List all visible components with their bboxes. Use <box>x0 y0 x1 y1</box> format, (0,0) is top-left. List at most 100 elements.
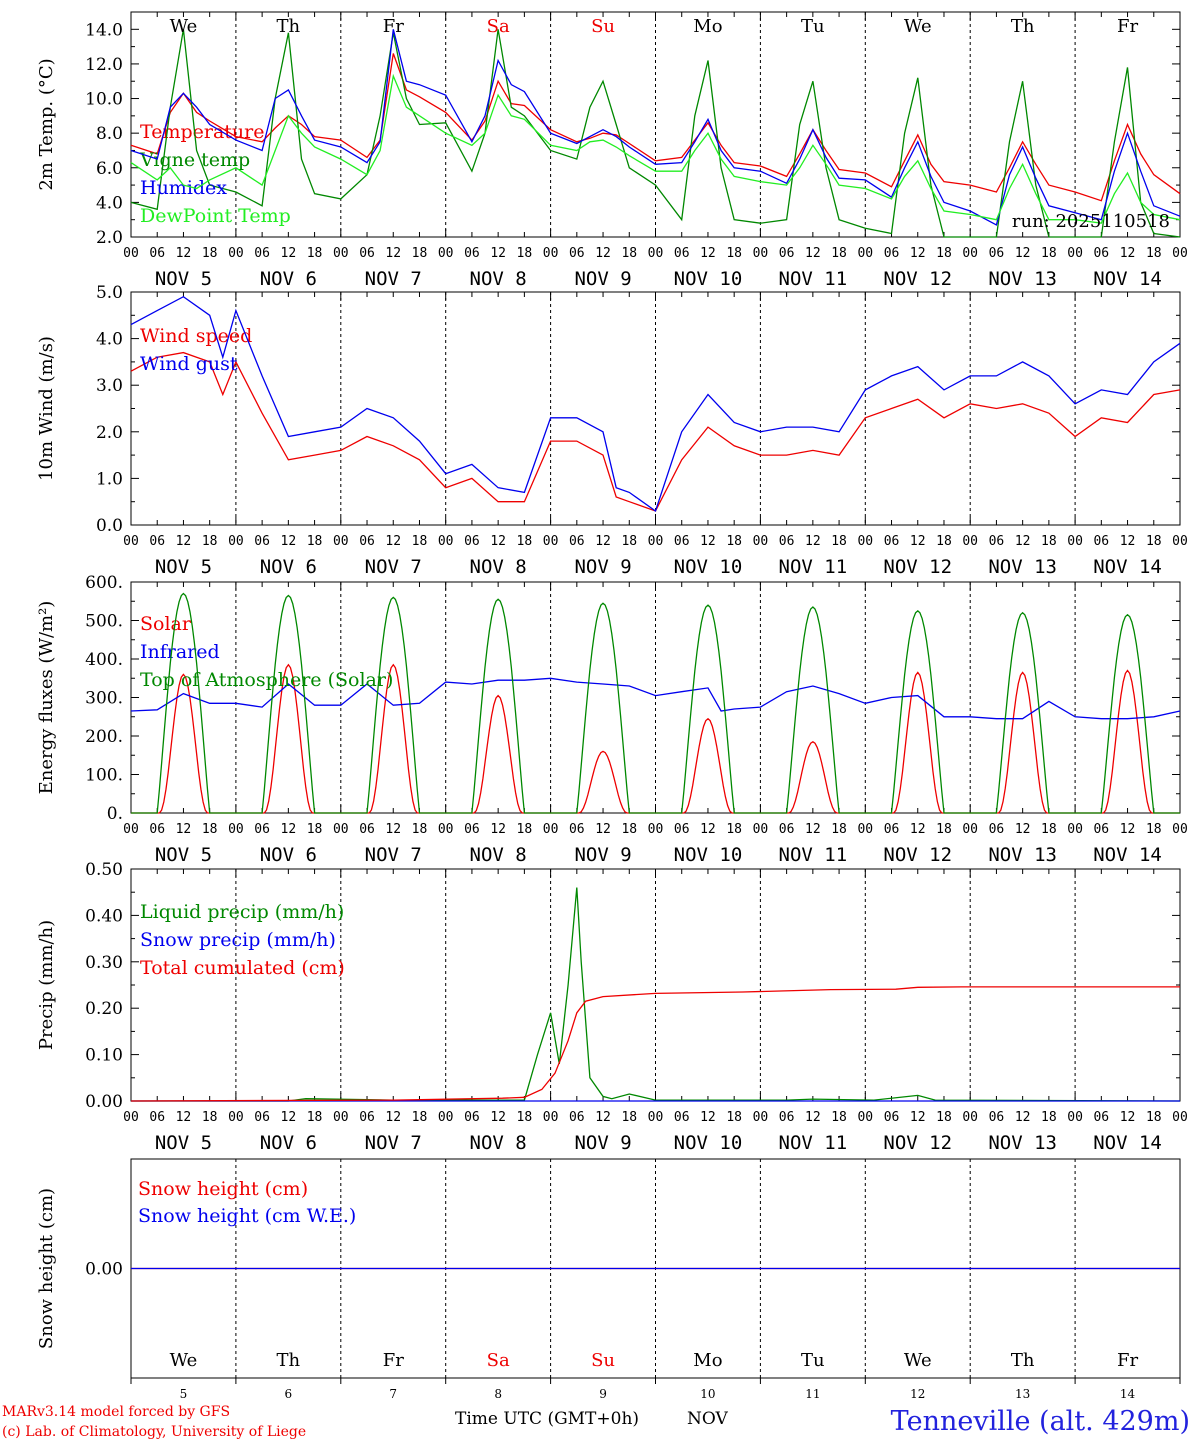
panels-group: 00 06 12 18 NOV 5 00 06 12 18 NOV 6 00 06 12 18 NOV 7 0… <box>36 11 1188 1401</box>
hour-tick-label: 18 <box>1146 1110 1162 1125</box>
hour-tick-label: 00 <box>123 1110 139 1125</box>
date-label: NOV 6 <box>260 1132 317 1154</box>
weekday-label: Th <box>277 16 301 37</box>
y-tick-label: 300. <box>85 689 123 709</box>
weekday-label: Tu <box>801 1350 825 1371</box>
hour-tick-label: 00 <box>228 1110 244 1125</box>
hour-tick-label: 12 <box>385 822 401 837</box>
date-label: NOV 9 <box>574 268 631 290</box>
hour-tick-label: 12 <box>490 246 506 261</box>
hour-tick-label: 12 <box>700 822 716 837</box>
hour-tick-label: 12 <box>281 1110 297 1125</box>
hour-tick-label: 18 <box>517 246 533 261</box>
date-label: NOV 10 <box>674 1132 743 1154</box>
hour-tick-label: 00 <box>648 1110 664 1125</box>
legend-entry: Total cumulated (cm) <box>140 957 345 979</box>
hour-tick-label: 00 <box>438 1110 454 1125</box>
hour-tick-label: 18 <box>621 246 637 261</box>
day-number-label: 9 <box>599 1387 607 1401</box>
y-tick-label: 500. <box>85 612 123 632</box>
hour-tick-label: 12 <box>1120 1110 1136 1125</box>
date-label: NOV 13 <box>988 844 1057 866</box>
weekday-label: Mo <box>693 16 722 37</box>
hour-tick-label: 18 <box>202 534 218 549</box>
series-line-green <box>131 592 1180 814</box>
series-line-blue <box>130 29 1181 226</box>
hour-tick-label: 12 <box>281 822 297 837</box>
hour-tick-label: 18 <box>307 1110 323 1125</box>
day-number-label: 10 <box>700 1387 715 1401</box>
plot-frame <box>130 11 1181 238</box>
hour-tick-label: 06 <box>149 1110 165 1125</box>
hour-tick-label: 18 <box>412 1110 428 1125</box>
day-number-label: 11 <box>805 1387 820 1401</box>
hour-tick-label: 06 <box>989 822 1005 837</box>
date-label: NOV 14 <box>1093 268 1162 290</box>
legend-entry: Wind gust <box>140 353 238 375</box>
hour-tick-label: 00 <box>648 246 664 261</box>
y-tick-label: 2.0 <box>96 228 123 248</box>
day-number-label: 13 <box>1015 1387 1030 1401</box>
weekday-label: Sa <box>487 1350 510 1371</box>
day-number-label: 6 <box>285 1387 293 1401</box>
legend-entry: Infrared <box>140 641 220 663</box>
legend-entry: Humidex <box>140 177 227 199</box>
y-axis-label: Energy fluxes (W/m²) <box>36 601 57 795</box>
hour-tick-label: 18 <box>726 246 742 261</box>
hour-tick-label: 00 <box>648 822 664 837</box>
hour-tick-label: 06 <box>884 534 900 549</box>
date-label: NOV 10 <box>674 268 743 290</box>
series-line-red <box>130 351 1181 512</box>
legend-entry: Wind speed <box>140 325 252 347</box>
y-tick-label: 5.0 <box>96 283 123 303</box>
legend-entry: Vigne temp <box>139 149 250 171</box>
hour-tick-label: 00 <box>228 822 244 837</box>
hour-tick-label: 00 <box>438 534 454 549</box>
hour-tick-label: 00 <box>438 246 454 261</box>
hour-tick-label: 06 <box>989 534 1005 549</box>
hour-tick-label: 06 <box>989 246 1005 261</box>
hour-tick-label: 00 <box>1067 246 1083 261</box>
y-tick-label: 0.30 <box>85 953 123 973</box>
hour-tick-label: 06 <box>569 246 585 261</box>
hour-tick-label: 12 <box>1015 534 1031 549</box>
hour-tick-label: 18 <box>307 534 323 549</box>
y-tick-label: 200. <box>85 727 123 747</box>
xaxis-title: Time UTC (GMT+0h) <box>455 1409 639 1429</box>
hour-tick-label: 00 <box>543 534 559 549</box>
hour-tick-label: 12 <box>805 534 821 549</box>
series-line-blue <box>130 677 1181 720</box>
hour-tick-label: 18 <box>1041 1110 1057 1125</box>
series-line-blue <box>130 295 1181 513</box>
date-label: NOV 5 <box>155 1132 212 1154</box>
hour-tick-label: 18 <box>936 534 952 549</box>
y-tick-label: 10.0 <box>85 90 123 110</box>
hour-tick-label: 00 <box>857 534 873 549</box>
date-label: NOV 6 <box>260 268 317 290</box>
xaxis-month: NOV <box>687 1409 729 1429</box>
hour-tick-label: 06 <box>149 534 165 549</box>
weekday-label: Mo <box>693 1350 722 1371</box>
hour-tick-label: 12 <box>385 246 401 261</box>
hour-tick-label: 12 <box>805 1110 821 1125</box>
hour-tick-label: 12 <box>595 1110 611 1125</box>
hour-tick-label: 18 <box>1146 534 1162 549</box>
hour-tick-label: 18 <box>1146 822 1162 837</box>
day-number-label: 12 <box>910 1387 925 1401</box>
series-line-green <box>131 887 1181 1102</box>
hour-tick-label: 00 <box>333 534 349 549</box>
hour-tick-label: 12 <box>385 534 401 549</box>
date-label: NOV 5 <box>155 268 212 290</box>
hour-tick-label: 18 <box>517 822 533 837</box>
series-line-red <box>130 986 1180 1102</box>
hour-tick-label: 12 <box>490 534 506 549</box>
date-label: NOV 14 <box>1093 844 1162 866</box>
hour-tick-label: 06 <box>779 534 795 549</box>
date-label: NOV 7 <box>365 556 422 578</box>
hour-tick-label: 18 <box>412 822 428 837</box>
hour-tick-label: 18 <box>517 534 533 549</box>
hour-tick-label: 18 <box>202 822 218 837</box>
hour-tick-label: 00 <box>962 534 978 549</box>
date-label: NOV 9 <box>574 556 631 578</box>
hour-tick-label: 06 <box>464 1110 480 1125</box>
